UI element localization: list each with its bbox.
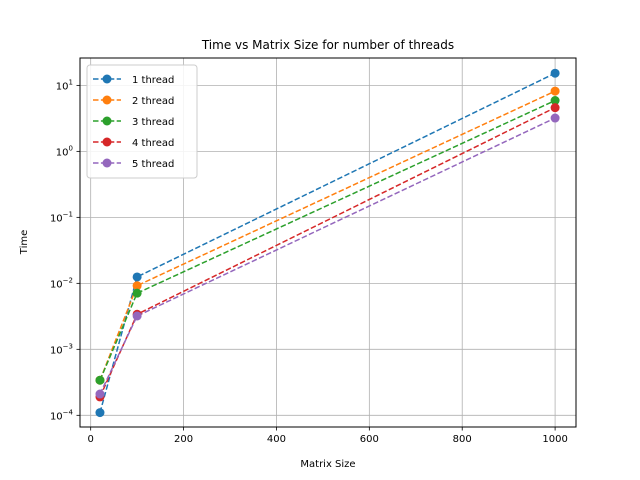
legend-marker	[102, 116, 112, 126]
grid-lines	[80, 58, 576, 427]
legend-label: 3 thread	[132, 117, 174, 128]
data-point	[132, 281, 142, 291]
legend-box	[86, 64, 198, 179]
data-point	[95, 375, 105, 385]
x-tick-label: 200	[174, 434, 193, 445]
data-point	[132, 272, 142, 282]
data-point	[550, 86, 560, 96]
axes-frame	[79, 57, 577, 428]
chart-title: Time vs Matrix Size for number of thread…	[201, 38, 454, 52]
data-point	[550, 68, 560, 78]
x-axis-label: Matrix Size	[300, 459, 355, 470]
data-point	[132, 311, 142, 321]
x-tick-label: 600	[360, 434, 379, 445]
y-tick-label: 101	[56, 78, 73, 92]
legend-label: 1 thread	[132, 75, 174, 86]
y-tick-label: 10−1	[50, 210, 73, 224]
data-point	[95, 408, 105, 418]
legend-marker	[102, 74, 112, 84]
x-tick-label: 400	[267, 434, 286, 445]
series-line	[99, 117, 556, 395]
y-tick-label: 10−3	[50, 342, 73, 356]
legend-label: 5 thread	[132, 159, 174, 170]
x-tick-label: 0	[87, 434, 93, 445]
series-markers	[95, 68, 560, 418]
legend-marker	[102, 158, 112, 168]
legend: 1 thread 2 thread 3 thread 4 thread 5 thread	[86, 64, 198, 179]
y-tick-label: 10−4	[50, 408, 74, 422]
data-point	[550, 96, 560, 106]
legend-marker	[102, 95, 112, 105]
y-axis-label: Time	[19, 230, 30, 255]
series-line	[99, 72, 556, 413]
data-point	[95, 389, 105, 399]
data-point	[550, 103, 560, 113]
x-tick-label: 1000	[542, 434, 567, 445]
y-axis-ticks: 10−4 10−3 10−2 10−1 100 101	[50, 78, 80, 422]
x-tick-label: 800	[453, 434, 472, 445]
legend-marker	[102, 137, 112, 147]
data-point	[132, 288, 142, 298]
legend-label: 2 thread	[132, 96, 174, 107]
series-line	[99, 90, 556, 381]
data-point	[550, 113, 560, 123]
x-axis-ticks: 0 200 400 600 800 1000	[87, 427, 568, 445]
y-tick-label: 10−2	[50, 276, 73, 290]
y-tick-label: 100	[56, 144, 73, 158]
legend-label: 4 thread	[132, 138, 174, 149]
